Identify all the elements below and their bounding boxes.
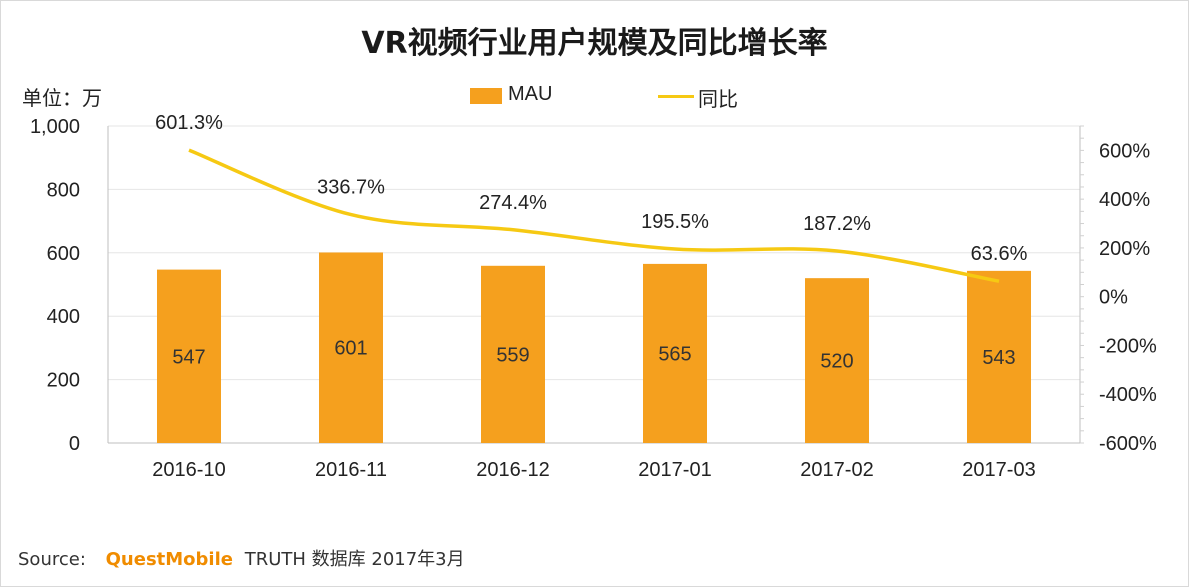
legend-mau-swatch (470, 88, 502, 104)
line-value-label: 336.7% (317, 177, 385, 199)
y-right-tick-label: 400% (1099, 189, 1150, 211)
y-right-tick-label: 200% (1099, 238, 1150, 260)
y-right-tick-label: 600% (1099, 140, 1150, 162)
x-category-label: 2017-01 (638, 459, 711, 481)
line-value-label: 63.6% (971, 243, 1028, 265)
y-right-tick-label: -600% (1099, 433, 1157, 455)
legend-yoy-swatch (658, 95, 694, 98)
y-left-tick-label: 0 (69, 433, 80, 455)
bar-mau (481, 265, 545, 443)
line-value-label: 195.5% (641, 211, 709, 233)
source-footer: Source: QuestMobile TRUTH 数据库 2017年3月 (18, 545, 465, 571)
line-value-label: 187.2% (803, 213, 871, 235)
x-category-label: 2017-03 (962, 459, 1035, 481)
bar-mau (643, 263, 707, 443)
y-right-tick-label: 0% (1099, 287, 1128, 309)
bar-mau (319, 252, 383, 443)
bar-mau (967, 270, 1031, 443)
y-left-tick-label: 400 (47, 306, 80, 328)
bar-mau (157, 269, 221, 443)
y-left-tick-label: 200 (47, 370, 80, 392)
x-category-label: 2017-02 (800, 459, 873, 481)
y-right-tick-label: -400% (1099, 384, 1157, 406)
y-right-tick-label: -200% (1099, 335, 1157, 357)
x-category-label: 2016-11 (315, 459, 387, 481)
bar-value-label: 565 (658, 343, 691, 365)
bar-value-label: 601 (334, 338, 367, 360)
database-label: TRUTH 数据库 2017年3月 (244, 549, 465, 570)
line-value-label: 601.3% (155, 112, 223, 134)
bar-value-label: 547 (172, 346, 205, 368)
bar-mau (805, 278, 869, 443)
line-value-label: 274.4% (479, 192, 547, 214)
y-left-tick-label: 800 (47, 179, 80, 201)
x-category-label: 2016-10 (152, 459, 225, 481)
brand-name: QuestMobile (105, 549, 233, 570)
source-label: Source: (18, 549, 86, 570)
unit-label: 单位：万 (22, 86, 102, 110)
y-left-tick-label: 1,000 (30, 116, 80, 138)
bar-value-label: 520 (820, 351, 853, 373)
bar-value-label: 543 (982, 347, 1015, 369)
line-yoy (188, 148, 1000, 283)
chart-title: VR视频行业用户规模及同比增长率 (361, 26, 828, 61)
x-category-label: 2016-12 (476, 459, 549, 481)
legend-yoy-label: 同比 (698, 87, 738, 111)
legend-mau-label: MAU (508, 83, 553, 105)
bar-value-label: 559 (496, 344, 529, 366)
y-left-tick-label: 600 (47, 243, 80, 265)
